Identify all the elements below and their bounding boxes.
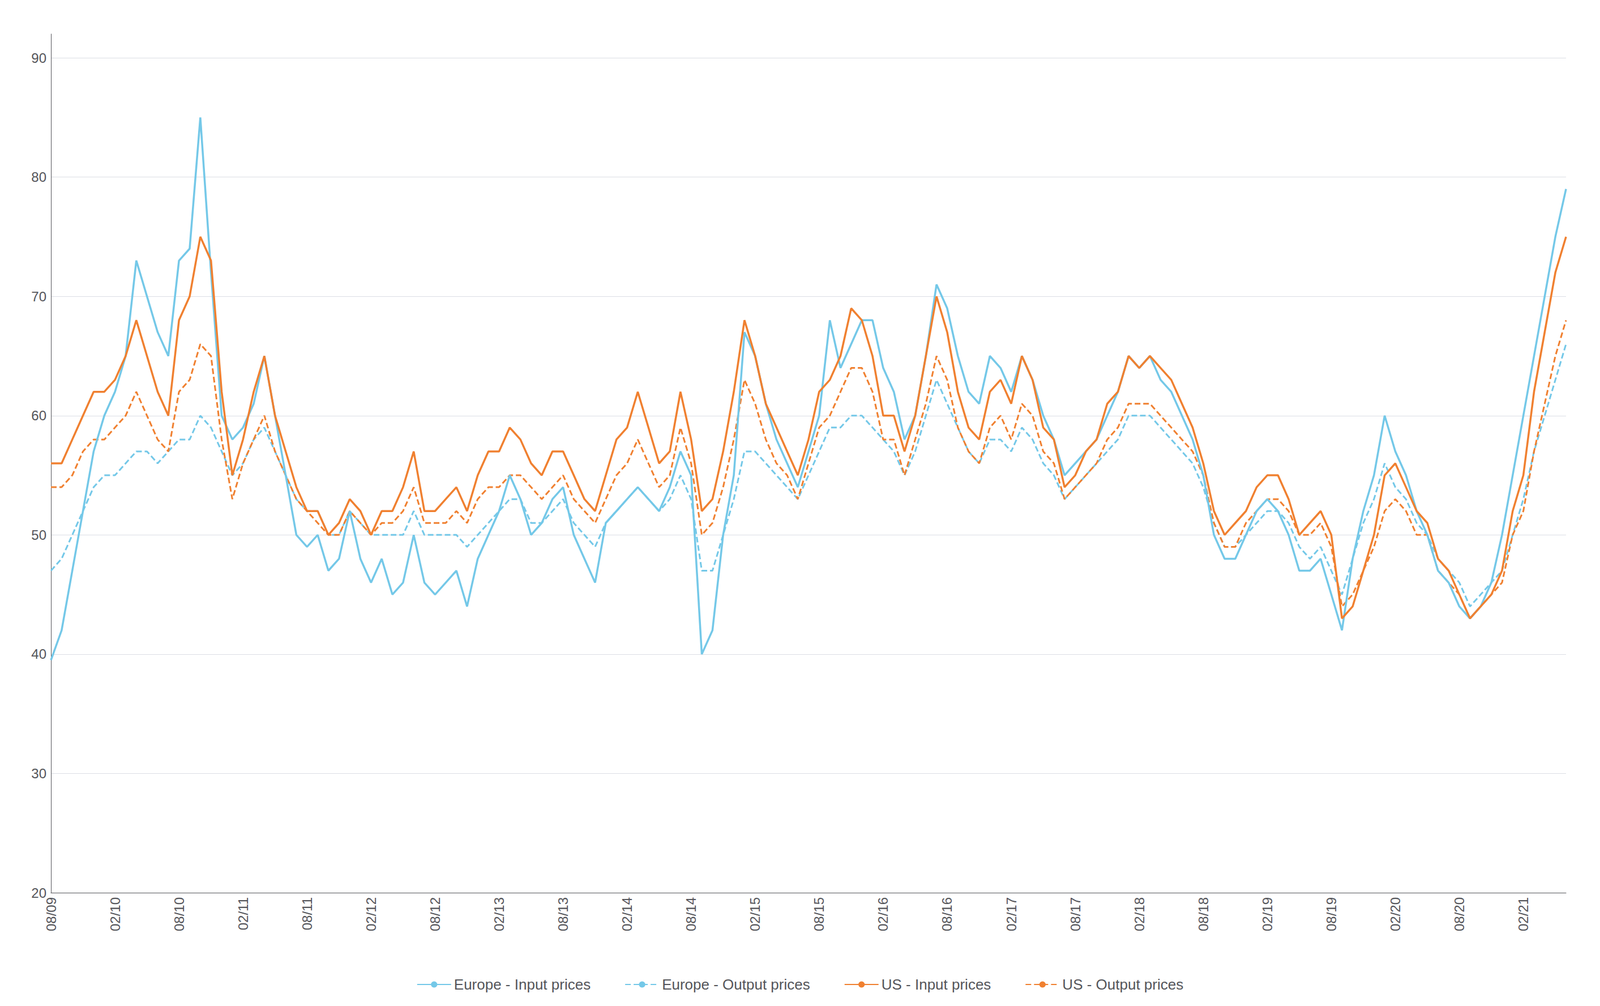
svg-text:08/20: 08/20: [1451, 896, 1467, 931]
svg-text:02/18: 02/18: [1131, 896, 1148, 931]
svg-text:02/20: 02/20: [1387, 896, 1403, 931]
svg-text:08/09: 08/09: [43, 896, 59, 931]
svg-text:02/14: 02/14: [619, 896, 635, 931]
svg-text:Europe - Input prices: Europe - Input prices: [454, 975, 591, 993]
svg-text:Europe - Output prices: Europe - Output prices: [661, 975, 811, 993]
svg-text:02/10: 02/10: [107, 896, 123, 931]
svg-text:US - Input prices: US - Input prices: [881, 975, 992, 993]
svg-text:08/10: 08/10: [171, 896, 187, 931]
svg-text:08/19: 08/19: [1323, 896, 1339, 931]
svg-text:08/14: 08/14: [683, 896, 699, 931]
svg-text:02/11: 02/11: [235, 896, 251, 930]
svg-text:90: 90: [31, 50, 47, 66]
svg-text:02/15: 02/15: [747, 896, 763, 931]
svg-text:40: 40: [31, 646, 47, 662]
svg-text:02/17: 02/17: [1003, 896, 1020, 931]
svg-text:02/21: 02/21: [1515, 896, 1531, 931]
svg-text:02/19: 02/19: [1259, 896, 1276, 931]
svg-text:08/12: 08/12: [427, 896, 443, 931]
svg-text:US - Output prices: US - Output prices: [1062, 975, 1184, 993]
svg-text:08/11: 08/11: [299, 896, 315, 930]
svg-text:08/16: 08/16: [939, 896, 955, 931]
svg-text:80: 80: [31, 169, 47, 185]
svg-text:50: 50: [31, 527, 47, 543]
svg-text:60: 60: [31, 407, 47, 423]
svg-text:30: 30: [31, 765, 47, 781]
svg-text:70: 70: [31, 288, 47, 305]
svg-text:02/12: 02/12: [363, 896, 379, 931]
svg-text:20: 20: [31, 884, 47, 900]
svg-text:08/13: 08/13: [555, 896, 571, 931]
svg-text:02/16: 02/16: [875, 896, 891, 931]
svg-text:08/15: 08/15: [811, 896, 827, 931]
svg-text:02/13: 02/13: [491, 896, 507, 931]
svg-text:08/17: 08/17: [1067, 896, 1084, 931]
svg-text:08/18: 08/18: [1195, 896, 1212, 931]
